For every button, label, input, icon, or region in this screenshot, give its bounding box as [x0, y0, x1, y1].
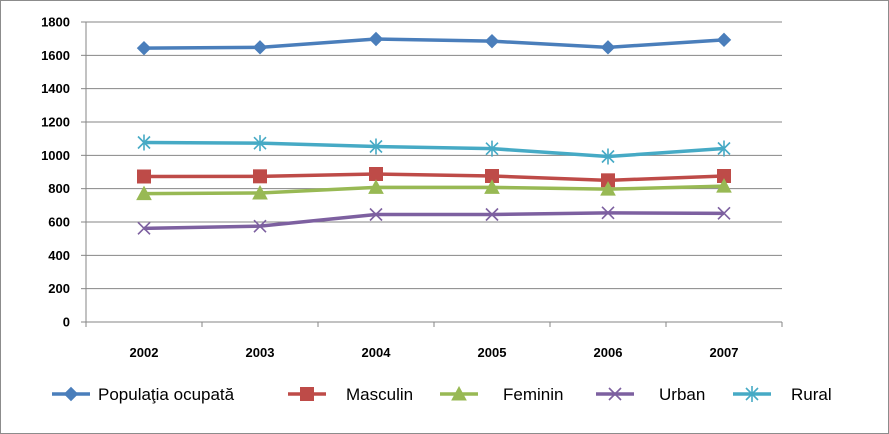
- data-point-marker: [137, 169, 151, 184]
- legend-marker: [63, 386, 79, 402]
- y-tick-label: 1800: [41, 15, 70, 30]
- series-0: [136, 31, 732, 56]
- x-tick-label: 2007: [710, 345, 739, 360]
- data-point-marker: [369, 207, 383, 222]
- data-point-marker: [368, 179, 384, 194]
- x-tick-label: 2006: [594, 345, 623, 360]
- legend-marker: [608, 387, 622, 401]
- data-point-marker: [485, 207, 499, 222]
- y-tick-label: 1200: [41, 115, 70, 130]
- legend: Populaţia ocupată Masculin Feminin Urban Rur…: [52, 385, 832, 404]
- data-point-marker: [369, 167, 383, 181]
- series-line: [143, 184, 725, 196]
- data-point-marker: [600, 40, 616, 55]
- gridlines: [86, 21, 782, 290]
- x-tick-label: 2003: [246, 345, 275, 360]
- y-tick-label: 400: [48, 248, 70, 263]
- x-tick-label: 2002: [130, 345, 159, 360]
- series-line: [143, 140, 725, 159]
- data-point-marker: [253, 169, 267, 184]
- data-point-marker: [601, 206, 615, 220]
- y-tick-label: 200: [48, 281, 70, 296]
- legend-label: Urban: [659, 385, 705, 404]
- series-line: [143, 211, 725, 231]
- data-point-marker: [369, 138, 383, 155]
- x-axis-ticks: 2002 2003 2004 2005 2006 2007: [130, 345, 739, 360]
- data-point-marker: [485, 140, 499, 157]
- series-2: [136, 178, 732, 201]
- series-1: [137, 167, 731, 188]
- series-line: [143, 37, 725, 50]
- series-line: [143, 172, 725, 183]
- series: [136, 31, 732, 235]
- y-tick-label: 600: [48, 215, 70, 230]
- y-axis-ticks: 0 200 400 600 800 1000 1200 1400 1600 1800: [41, 15, 70, 330]
- legend-label: Feminin: [503, 385, 563, 404]
- legend-item: Urban: [596, 385, 705, 404]
- legend-label: Populaţia ocupată: [98, 385, 235, 404]
- data-point-marker: [368, 31, 384, 47]
- data-point-marker: [252, 40, 268, 55]
- legend-item: Populaţia ocupată: [52, 385, 235, 404]
- legend-item: Rural: [733, 385, 832, 404]
- data-point-marker: [137, 134, 151, 151]
- data-point-marker: [137, 221, 151, 235]
- data-point-marker: [716, 178, 732, 193]
- legend-item: Masculin: [288, 385, 413, 404]
- data-point-marker: [484, 179, 500, 194]
- data-point-marker: [601, 148, 615, 165]
- x-tick-label: 2005: [478, 345, 507, 360]
- legend-marker: [300, 387, 314, 401]
- axes: [81, 21, 783, 327]
- x-tick-label: 2004: [362, 345, 392, 360]
- data-point-marker: [253, 219, 267, 233]
- series-4: [137, 134, 731, 165]
- data-point-marker: [136, 40, 152, 56]
- y-tick-label: 1400: [41, 81, 70, 96]
- legend-label: Masculin: [346, 385, 413, 404]
- y-tick-label: 0: [63, 315, 70, 330]
- data-point-marker: [717, 206, 731, 220]
- legend-marker: [451, 385, 467, 401]
- data-point-marker: [484, 33, 500, 49]
- legend-label: Rural: [791, 385, 832, 404]
- legend-item: Feminin: [440, 385, 563, 404]
- legend-marker: [745, 386, 759, 402]
- data-point-marker: [253, 135, 267, 152]
- y-tick-label: 1000: [41, 148, 70, 163]
- data-point-marker: [717, 140, 731, 157]
- y-tick-label: 800: [48, 181, 70, 196]
- data-point-marker: [252, 184, 268, 200]
- data-point-marker: [136, 185, 152, 201]
- y-tick-label: 1600: [41, 48, 70, 63]
- data-point-marker: [716, 32, 732, 48]
- data-point-marker: [600, 181, 616, 196]
- series-3: [137, 206, 731, 235]
